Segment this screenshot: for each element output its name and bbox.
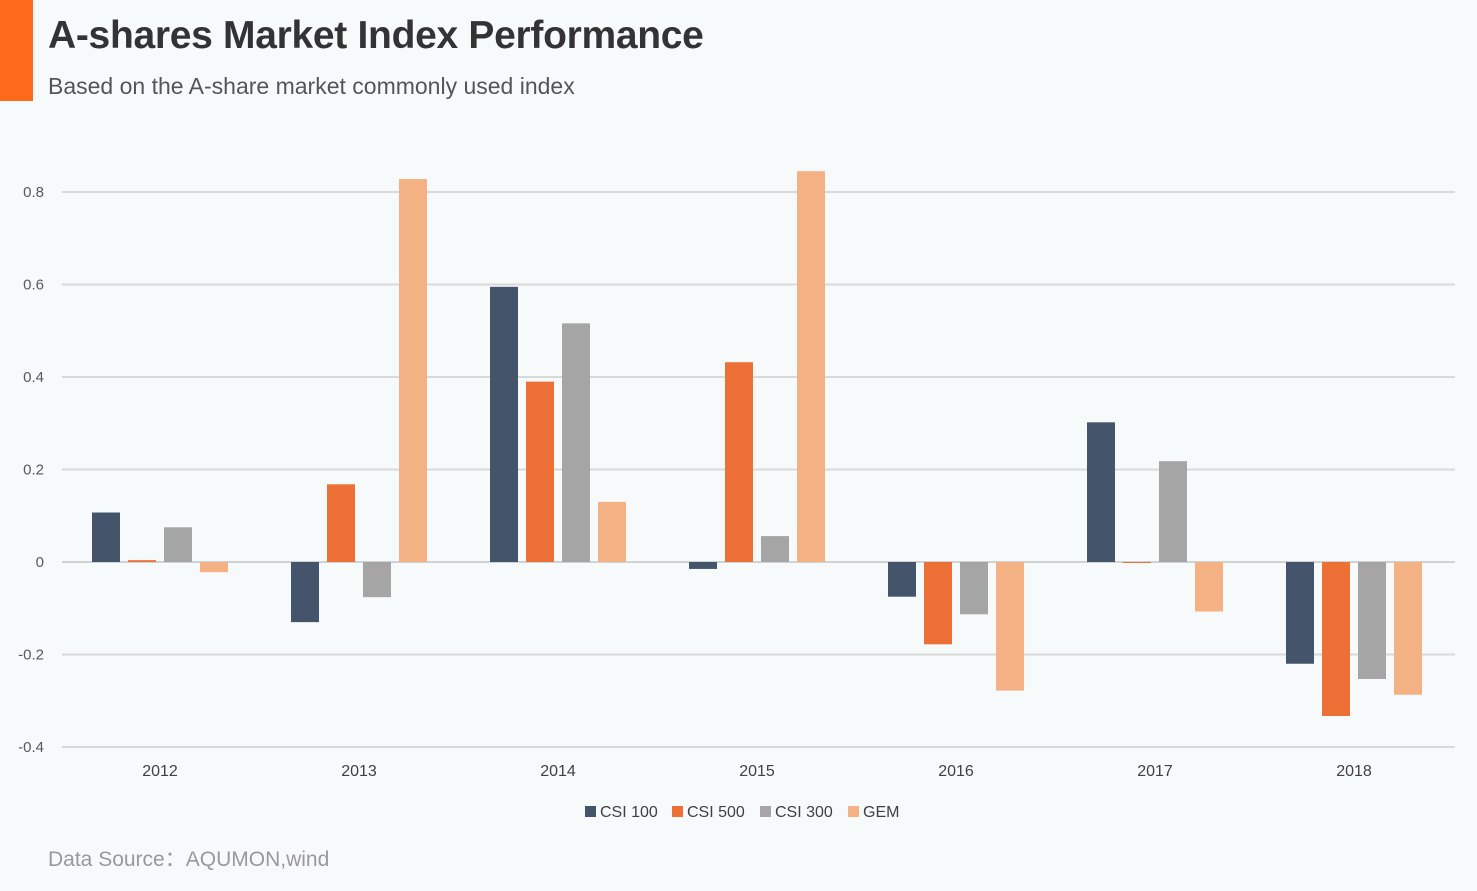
y-tick-label: -0.2 [18,647,44,664]
x-tick-label: 2015 [739,763,775,780]
bar-csi-500-2012 [128,560,156,562]
bar-csi-100-2016 [888,562,916,597]
bar-gem-2016 [996,562,1024,691]
legend-swatch [760,806,771,817]
bar-csi-100-2013 [291,562,319,623]
bar-csi-100-2015 [689,562,717,569]
bar-csi-100-2012 [92,512,120,562]
data-source-note: Data Source：AQUMON,wind [48,848,330,871]
x-tick-label: 2013 [341,763,377,780]
chart-subtitle: Based on the A-share market commonly use… [48,73,575,99]
y-tick-label: -0.4 [18,739,44,756]
bar-csi-300-2018 [1358,562,1386,680]
y-tick-label: 0 [36,554,44,571]
x-tick-label: 2018 [1336,763,1372,780]
legend-label: CSI 100 [600,804,658,821]
bar-csi-500-2015 [725,362,753,562]
bar-csi-300-2016 [960,562,988,615]
legend-label: GEM [863,804,899,821]
bar-csi-300-2015 [761,536,789,562]
y-tick-label: 0.2 [23,462,44,479]
bar-csi-500-2017 [1123,562,1151,563]
y-tick-label: 0.4 [23,369,44,386]
x-tick-label: 2012 [142,763,178,780]
legend-swatch [848,806,859,817]
bar-csi-100-2017 [1087,422,1115,562]
bar-csi-300-2012 [164,527,192,562]
y-tick-label: 0.8 [23,184,44,201]
bar-csi-500-2016 [924,562,952,645]
bar-gem-2018 [1394,562,1422,695]
bar-csi-300-2013 [363,562,391,598]
bar-gem-2013 [399,179,427,563]
bar-gem-2015 [797,171,825,562]
y-tick-label: 0.6 [23,277,44,294]
bar-csi-500-2014 [526,381,554,562]
title-accent-bar [0,0,33,101]
chart-title: A-shares Market Index Performance [48,14,704,57]
bar-csi-100-2014 [490,286,518,562]
legend-label: CSI 500 [687,804,745,821]
bar-csi-500-2018 [1322,562,1350,717]
bar-gem-2012 [200,562,228,573]
bar-csi-100-2018 [1286,562,1314,664]
legend-swatch [672,806,683,817]
x-tick-label: 2016 [938,763,974,780]
bar-csi-300-2017 [1159,461,1187,562]
bar-gem-2017 [1195,562,1223,612]
legend-swatch [585,806,596,817]
x-tick-label: 2017 [1137,763,1173,780]
bar-gem-2014 [598,501,626,562]
bar-csi-500-2013 [327,484,355,562]
legend-label: CSI 300 [775,804,833,821]
bar-csi-300-2014 [562,323,590,562]
x-tick-label: 2014 [540,763,576,780]
